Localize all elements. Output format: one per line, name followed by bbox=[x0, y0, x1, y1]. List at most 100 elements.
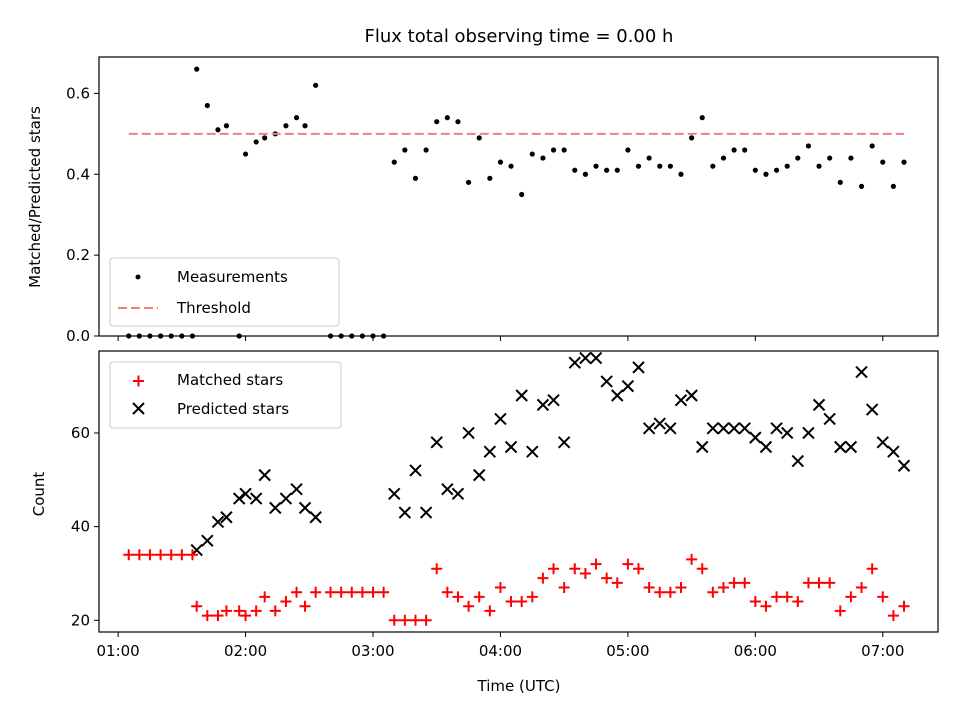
predicted-star-point bbox=[706, 422, 720, 435]
matched-star-point bbox=[622, 558, 634, 570]
bottom-y-axis-label: Count bbox=[30, 472, 48, 517]
matched-star-point bbox=[144, 549, 156, 561]
matched-star-point bbox=[611, 577, 623, 589]
predicted-star-point bbox=[249, 492, 263, 505]
measurements-points bbox=[126, 66, 907, 339]
predicted-star-point bbox=[642, 422, 656, 435]
predicted-stars-points bbox=[190, 351, 911, 557]
top-y-ticks: 0.0 0.2 0.4 0.6 bbox=[66, 84, 99, 345]
predicted-star-point bbox=[220, 511, 233, 524]
predicted-star-point bbox=[441, 482, 454, 496]
matched-star-point bbox=[240, 610, 252, 622]
predicted-star-point bbox=[232, 492, 246, 505]
measurement-point bbox=[302, 123, 308, 129]
measurement-point bbox=[550, 147, 557, 153]
predicted-star-point bbox=[279, 492, 293, 505]
matched-star-point bbox=[717, 582, 729, 594]
matched-star-point bbox=[325, 586, 337, 598]
measurement-point bbox=[476, 135, 482, 141]
predicted-star-point bbox=[696, 440, 709, 454]
predicted-star-point bbox=[494, 412, 507, 426]
predicted-star-point bbox=[897, 459, 911, 472]
measurement-point bbox=[657, 163, 663, 169]
predicted-star-point bbox=[717, 422, 730, 435]
bottom-x-tick-label: 04:00 bbox=[479, 642, 522, 660]
bottom-x-tick-label: 06:00 bbox=[734, 642, 777, 660]
measurement-point bbox=[625, 147, 631, 153]
matched-star-point bbox=[291, 586, 303, 598]
predicted-star-point bbox=[834, 440, 847, 454]
predicted-star-point bbox=[239, 487, 252, 501]
predicted-star-point bbox=[451, 487, 465, 501]
predicted-star-point bbox=[201, 534, 214, 547]
bottom-x-tick-label: 05:00 bbox=[606, 642, 649, 660]
bottom-legend: Matched stars Predicted stars bbox=[109, 361, 342, 429]
predicted-star-point bbox=[211, 515, 225, 529]
predicted-star-point bbox=[600, 375, 613, 388]
matched-star-point bbox=[781, 591, 793, 603]
matched-star-point bbox=[516, 596, 528, 608]
matched-stars-points bbox=[123, 549, 910, 626]
bottom-axes-frame bbox=[98, 350, 939, 633]
matched-star-point bbox=[558, 582, 570, 594]
matched-star-point bbox=[212, 610, 224, 622]
matched-star-point bbox=[664, 586, 676, 598]
matched-star-point bbox=[601, 572, 613, 584]
matched-star-point bbox=[866, 563, 878, 575]
predicted-star-point bbox=[483, 445, 497, 458]
predicted-star-point bbox=[780, 426, 794, 440]
measurement-point bbox=[890, 183, 896, 189]
bottom-plot: 20 40 60 01:00 02:00 03:00 04:00 05:00 06:00 07:… bbox=[30, 350, 939, 695]
predicted-star-point bbox=[269, 501, 282, 515]
measurement-point bbox=[204, 102, 210, 109]
predicted-star-point bbox=[664, 422, 677, 435]
matched-star-point bbox=[441, 586, 453, 598]
matched-star-point bbox=[233, 605, 245, 617]
matched-star-point bbox=[569, 563, 581, 575]
measurement-point bbox=[710, 163, 716, 169]
matched-star-point bbox=[269, 605, 281, 617]
predicted-star-point bbox=[462, 426, 475, 440]
top-axes-frame bbox=[98, 56, 939, 337]
matched-star-point bbox=[220, 605, 232, 617]
measurement-point bbox=[194, 66, 200, 72]
measurement-point bbox=[646, 155, 652, 161]
matched-star-point bbox=[420, 614, 432, 626]
matched-star-point bbox=[633, 563, 645, 575]
top-legend: Measurements Threshold bbox=[109, 257, 340, 327]
measurement-point bbox=[816, 163, 822, 169]
measurement-point bbox=[614, 167, 620, 173]
matched-star-point bbox=[845, 591, 857, 603]
matched-star-point bbox=[473, 591, 485, 603]
legend-matched-marker bbox=[133, 375, 144, 387]
measurement-point bbox=[805, 143, 812, 149]
measurement-point bbox=[423, 147, 429, 153]
measurement-point bbox=[487, 175, 493, 181]
predicted-star-point bbox=[855, 365, 868, 379]
matched-star-point bbox=[155, 549, 167, 561]
measurement-point bbox=[582, 171, 589, 177]
measurement-point bbox=[293, 115, 300, 121]
matched-star-point bbox=[686, 553, 698, 565]
measurement-point bbox=[880, 159, 886, 165]
predicted-star-point bbox=[515, 389, 528, 402]
chart-title: Flux total observing time = 0.00 h bbox=[365, 26, 674, 47]
predicted-star-point bbox=[409, 464, 422, 477]
measurement-point bbox=[593, 163, 599, 169]
top-y-tick-label: 0.4 bbox=[66, 165, 90, 183]
matched-star-point bbox=[739, 577, 751, 589]
matched-star-point bbox=[749, 596, 761, 608]
matched-star-point bbox=[813, 577, 825, 589]
matched-star-point bbox=[463, 600, 475, 612]
predicted-star-point bbox=[632, 361, 645, 374]
predicted-star-point bbox=[887, 445, 900, 458]
predicted-star-point bbox=[309, 511, 322, 524]
top-x-ticks bbox=[117, 336, 884, 341]
measurement-point bbox=[434, 119, 440, 125]
predicted-star-point bbox=[579, 351, 592, 365]
matched-star-point bbox=[186, 549, 198, 561]
measurement-point bbox=[519, 191, 525, 198]
predicted-star-point bbox=[504, 440, 518, 454]
matched-star-point bbox=[856, 582, 868, 594]
matched-star-point bbox=[548, 563, 560, 575]
